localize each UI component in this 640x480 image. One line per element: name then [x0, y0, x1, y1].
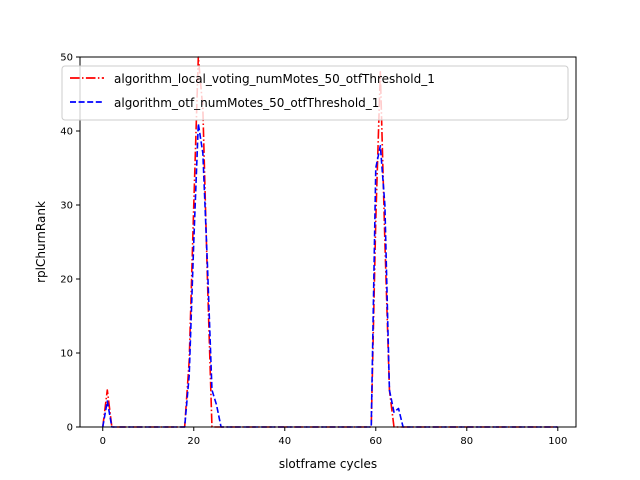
y-tick-label: 20	[60, 275, 73, 286]
y-axis: 0 10 20 30 40 50	[60, 53, 80, 434]
x-tick-label: 40	[278, 436, 291, 447]
legend: algorithm_local_voting_numMotes_50_otfTh…	[61, 65, 569, 121]
y-tick-label: 30	[60, 201, 73, 212]
legend-box	[61, 65, 569, 121]
legend-label-local-voting: algorithm_local_voting_numMotes_50_otfTh…	[114, 72, 435, 86]
y-tick-label: 50	[60, 53, 73, 64]
x-tick-label: 20	[187, 436, 200, 447]
y-tick-label: 40	[60, 127, 73, 138]
legend-label-otf: algorithm_otf_numMotes_50_otfThreshold_1	[114, 96, 379, 110]
y-tick-label: 10	[60, 349, 73, 360]
x-axis: 0 20 40 60 80 100	[100, 427, 567, 447]
x-axis-label: slotframe cycles	[279, 457, 377, 471]
x-tick-label: 100	[548, 436, 567, 447]
x-tick-label: 60	[369, 436, 382, 447]
plot-frame	[79, 56, 577, 428]
y-tick-label: 0	[67, 423, 73, 434]
x-tick-label: 80	[460, 436, 473, 447]
x-tick-label: 0	[100, 436, 106, 447]
y-axis-label: rplChurnRank	[34, 201, 48, 283]
